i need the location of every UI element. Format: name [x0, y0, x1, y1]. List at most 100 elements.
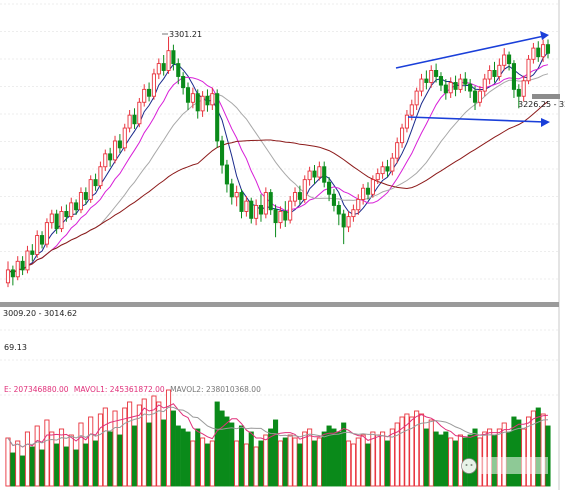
volume-bar-up [292, 437, 298, 487]
candle-down [327, 181, 332, 195]
ma20-line [7, 73, 549, 274]
volume-bar-down [229, 422, 235, 487]
volume-bar-down [433, 431, 439, 487]
candle-up [5, 269, 11, 284]
volume-bar-up [448, 437, 454, 487]
volume-bar-down [545, 425, 551, 487]
candle-up [166, 50, 171, 71]
candle-down [93, 179, 98, 187]
volume-bar-down [336, 431, 342, 487]
volume-bar-down [438, 434, 444, 487]
candle-up [59, 211, 64, 230]
candle-up [263, 192, 268, 215]
volume-bar-up [97, 413, 103, 487]
candle-up [25, 250, 30, 271]
candle-up [78, 192, 84, 211]
volume-bar-down [161, 419, 167, 487]
volume-bar-down [268, 428, 274, 487]
volume-bar-down [39, 449, 45, 487]
candle-up [44, 222, 49, 245]
volume-bar-up [360, 434, 366, 487]
candle-down [161, 63, 166, 71]
candle-up [278, 211, 283, 224]
volume-bar-up [102, 407, 108, 487]
candle-down [117, 140, 122, 149]
volume-bar-up [307, 428, 313, 487]
volume-bar-up [394, 422, 400, 487]
volume-bar-up [68, 434, 74, 487]
candle-down [297, 192, 302, 200]
candle-down [322, 166, 327, 183]
candle-down [185, 87, 191, 103]
indicator-value-label: 69.13 [4, 343, 27, 352]
volume-bar-up [370, 431, 376, 487]
volume-bar-down [195, 428, 201, 487]
candle-up [375, 173, 380, 181]
volume-bar-down [273, 419, 279, 487]
volume-bar-down [326, 425, 332, 487]
volume-bar-up [418, 413, 425, 487]
volume-bar-down [93, 440, 99, 487]
volume-bar-down [107, 431, 113, 487]
volume-bar-up [200, 437, 206, 487]
volume-bar-up [316, 437, 322, 487]
candle-down [64, 211, 69, 218]
volume-bar-up [44, 419, 50, 487]
mavol2-label: MAVOL2: 238010368.00 [170, 385, 261, 394]
volume-bar-down [258, 440, 264, 487]
volume-bar-down [170, 410, 176, 487]
volume-bar-up [156, 401, 162, 487]
chart-grid [0, 3, 559, 396]
volume-bar-up [409, 416, 415, 487]
candle-down [205, 95, 210, 106]
candle-up [482, 78, 487, 92]
range-marker-bar [532, 94, 560, 99]
candle-down [54, 213, 59, 230]
volume-bar-down [331, 428, 337, 487]
volume-bar-up [253, 446, 259, 487]
volume-bar-up [389, 428, 395, 487]
upper-trend-line [395, 35, 545, 69]
candle-up [448, 82, 453, 94]
candle-up [88, 179, 93, 200]
candle-down [268, 192, 273, 211]
candle-up [122, 127, 127, 149]
mavol2-line [7, 406, 549, 448]
volume-bar-down [224, 416, 230, 487]
volume-bar-up [302, 431, 308, 487]
volume-bar-up [209, 440, 215, 487]
candle-down [331, 193, 336, 206]
volume-bar-down [248, 431, 254, 487]
volume-bar-up [78, 422, 84, 487]
volume-bar-down [83, 443, 89, 487]
volume-bar-up [530, 410, 536, 487]
candle-down [385, 166, 390, 172]
volume-bar-up [243, 443, 249, 487]
candle-down [239, 192, 244, 212]
volume-bars [5, 389, 551, 487]
candle-down [171, 50, 176, 65]
candle-down [176, 63, 181, 77]
candle-up [419, 78, 424, 92]
candle-down [74, 202, 79, 211]
candle-up [361, 187, 366, 200]
moving-average-lines [7, 52, 549, 274]
volume-bar-down [131, 425, 138, 487]
wechat-icon [461, 458, 477, 474]
candle-up [404, 114, 409, 129]
volume-bar-up [136, 404, 142, 487]
candle-up [317, 166, 322, 178]
candle-down [10, 269, 15, 278]
price-panel-bottom-bar [0, 302, 559, 307]
candle-up [458, 78, 463, 90]
volume-bar-down [282, 437, 288, 487]
candle-up [112, 140, 118, 161]
candle-up [210, 93, 215, 106]
candle-down [20, 260, 25, 271]
volume-bar-down [535, 407, 541, 487]
candle-up [190, 93, 195, 103]
volume-bar-up [24, 431, 31, 487]
volume-bar-down [443, 431, 449, 487]
volume-bar-up [399, 416, 405, 487]
high-price-marker: 3301.21 [162, 30, 202, 39]
